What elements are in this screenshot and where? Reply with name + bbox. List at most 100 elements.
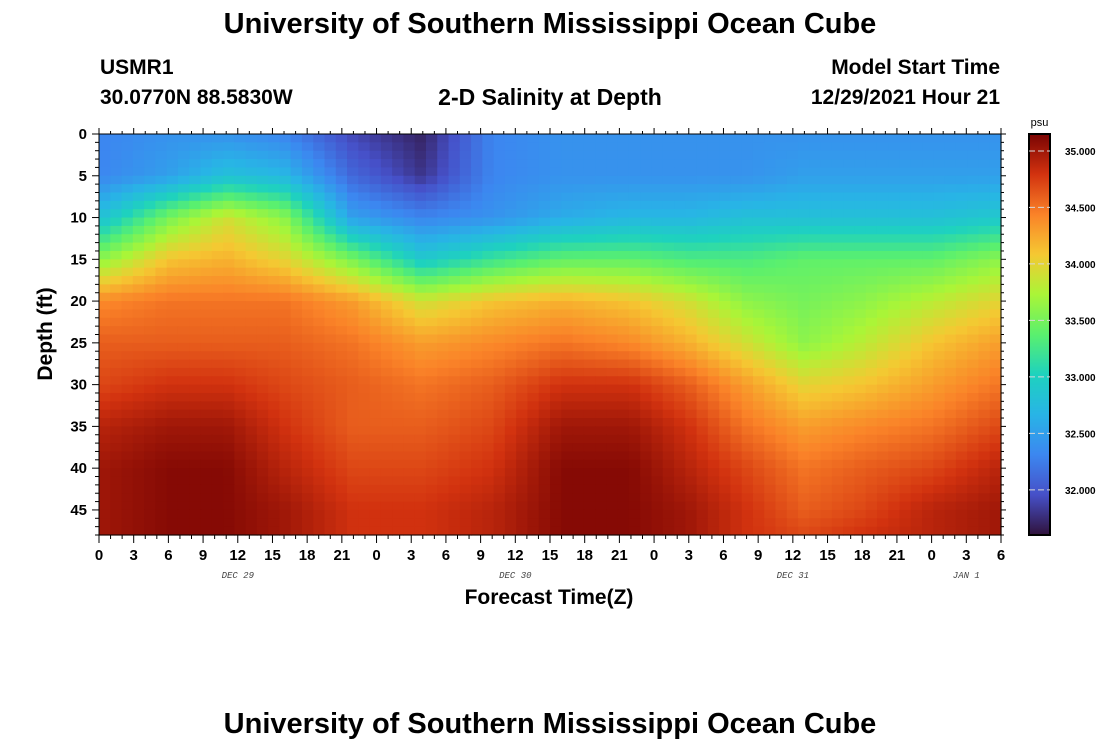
heatmap-cell <box>707 409 720 419</box>
heatmap-cell <box>978 434 991 444</box>
heatmap-cell <box>121 242 134 252</box>
heatmap-cell <box>910 384 923 394</box>
heatmap-cell <box>166 359 179 369</box>
heatmap-cell <box>347 242 359 252</box>
heatmap-cell <box>256 175 269 185</box>
heatmap-cell <box>313 250 326 260</box>
heatmap-cell <box>910 476 923 486</box>
heatmap-cell <box>640 225 653 235</box>
heatmap-cell <box>223 159 235 169</box>
heatmap-cell <box>313 292 326 302</box>
heatmap-cell <box>831 234 844 244</box>
heatmap-cell <box>707 134 720 143</box>
heatmap-cell <box>256 217 269 227</box>
heatmap-cell <box>550 309 562 319</box>
heatmap-cell <box>347 200 359 210</box>
heatmap-cell <box>313 326 326 336</box>
heatmap-cell <box>685 326 698 336</box>
heatmap-cell <box>685 175 698 185</box>
y-tick-label: 45 <box>70 502 87 519</box>
heatmap-cell <box>865 493 878 503</box>
heatmap-cell <box>775 292 788 302</box>
heatmap-cell <box>279 484 292 494</box>
heatmap-cell <box>144 493 156 503</box>
heatmap-cell <box>865 342 878 352</box>
heatmap-cell <box>719 150 732 160</box>
heatmap-cell <box>820 276 833 285</box>
heatmap-cell <box>730 384 743 394</box>
heatmap-cell <box>132 359 145 369</box>
heatmap-cell <box>392 225 405 235</box>
heatmap-cell <box>967 418 980 427</box>
heatmap-cell <box>876 484 889 494</box>
heatmap-cell <box>414 392 427 402</box>
heatmap-cell <box>922 384 934 394</box>
heatmap-cell <box>380 301 393 311</box>
heatmap-cell <box>865 134 878 143</box>
heatmap-cell <box>651 284 664 294</box>
heatmap-cell <box>324 284 337 294</box>
heatmap-cell <box>730 476 743 486</box>
heatmap-cell <box>786 334 799 344</box>
heatmap-cell <box>538 468 551 478</box>
heatmap-cell <box>606 234 619 244</box>
heatmap-cell <box>380 284 393 294</box>
heatmap-cell <box>234 342 247 352</box>
heatmap-cell <box>132 493 145 503</box>
heatmap-cell <box>516 192 529 202</box>
heatmap-cell <box>685 209 698 219</box>
heatmap-cell <box>674 367 686 377</box>
heatmap-cell <box>955 334 968 344</box>
heatmap-cell <box>493 401 506 411</box>
heatmap-cell <box>685 392 698 402</box>
heatmap-cell <box>561 267 574 277</box>
heatmap-cell <box>166 384 179 394</box>
heatmap-cell <box>403 159 416 169</box>
heatmap-cell <box>752 451 765 461</box>
heatmap-cell <box>662 167 675 177</box>
heatmap-cell <box>223 359 235 369</box>
heatmap-cell <box>640 443 653 453</box>
heatmap-cell <box>132 367 145 377</box>
heatmap-cell <box>301 451 314 461</box>
heatmap-cell <box>876 150 889 160</box>
heatmap-cell <box>279 309 292 319</box>
heatmap-cell <box>809 484 822 494</box>
heatmap-cell <box>471 326 483 336</box>
heatmap-cell <box>245 468 258 478</box>
heatmap-cell <box>798 434 810 444</box>
heatmap-cell <box>223 200 235 210</box>
heatmap-cell <box>527 159 540 169</box>
heatmap-cell <box>674 159 686 169</box>
heatmap-cell <box>324 134 337 143</box>
heatmap-cell <box>290 326 303 336</box>
heatmap-cell <box>471 409 483 419</box>
heatmap-cell <box>719 434 732 444</box>
heatmap-cell <box>831 384 844 394</box>
heatmap-cell <box>392 351 405 361</box>
heatmap-cell <box>99 242 111 252</box>
heatmap-cell <box>888 217 901 227</box>
heatmap-cell <box>471 267 483 277</box>
heatmap-cell <box>437 192 450 202</box>
heatmap-cell <box>482 217 495 227</box>
heatmap-cell <box>155 443 168 453</box>
heatmap-cell <box>482 225 495 235</box>
heatmap-cell <box>764 384 777 394</box>
heatmap-cell <box>538 342 551 352</box>
heatmap-cell <box>910 167 923 177</box>
heatmap-cell <box>674 459 686 469</box>
heatmap-cell <box>820 418 833 427</box>
heatmap-cell <box>809 418 822 427</box>
heatmap-cell <box>223 309 235 319</box>
heatmap-cell <box>674 209 686 219</box>
heatmap-cell <box>290 518 303 528</box>
heatmap-cell <box>144 451 156 461</box>
heatmap-cell <box>177 376 190 386</box>
heatmap-cell <box>798 159 810 169</box>
heatmap-cell <box>583 443 596 453</box>
heatmap-cell <box>764 159 777 169</box>
heatmap-cell <box>955 484 968 494</box>
heatmap-cell <box>482 184 495 194</box>
